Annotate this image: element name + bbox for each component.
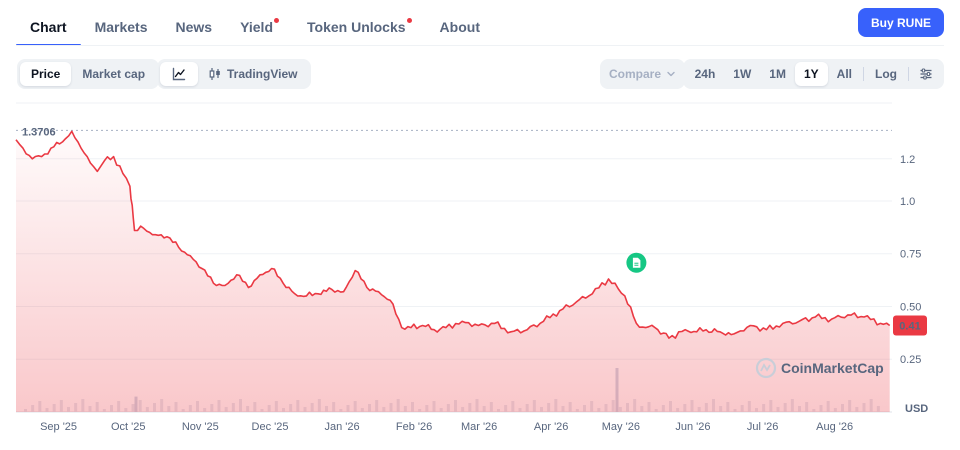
range-divider bbox=[863, 67, 864, 81]
x-tick-label: Sep '25 bbox=[40, 421, 77, 433]
price-area bbox=[16, 131, 890, 413]
x-tick-label: Feb '26 bbox=[396, 421, 432, 433]
time-range-selector: 24h 1W 1M 1Y All Log bbox=[682, 59, 944, 89]
chart-settings-button[interactable] bbox=[911, 62, 941, 86]
tab-token-unlocks[interactable]: Token Unlocks bbox=[293, 8, 426, 45]
current-price-tag bbox=[893, 315, 927, 336]
x-tick-label: Mar '26 bbox=[461, 421, 497, 433]
x-tick-label: Aug '26 bbox=[816, 421, 853, 433]
watermark-logo-icon bbox=[755, 357, 777, 379]
new-indicator-dot bbox=[274, 18, 279, 23]
chevron-down-icon bbox=[667, 71, 675, 77]
log-scale-toggle[interactable]: Log bbox=[875, 67, 897, 81]
main-tabs: Chart Markets News Yield Token Unlocks About bbox=[16, 8, 494, 46]
x-tick-label: Nov '25 bbox=[182, 421, 219, 433]
line-chart-option[interactable] bbox=[160, 62, 198, 86]
compare-label: Compare bbox=[608, 67, 661, 81]
range-24h[interactable]: 24h bbox=[694, 67, 716, 81]
tab-news[interactable]: News bbox=[161, 8, 226, 45]
line-chart-icon bbox=[172, 67, 186, 81]
y-tick-label: 0.50 bbox=[900, 301, 921, 313]
new-indicator-dot bbox=[406, 18, 412, 23]
x-tick-label: Apr '26 bbox=[534, 421, 569, 433]
x-tick-label: Jun '26 bbox=[675, 421, 710, 433]
price-option[interactable]: Price bbox=[20, 62, 72, 86]
tab-yield[interactable]: Yield bbox=[226, 8, 293, 45]
currency-label: USD bbox=[905, 403, 928, 415]
price-chart[interactable]: 1.3706 CoinMarketCap 1.2 1.0 0.75 0.50 0.25 USD… bbox=[0, 100, 960, 450]
candlestick-icon bbox=[209, 68, 220, 80]
watermark-wave bbox=[760, 363, 771, 372]
range-1y[interactable]: 1Y bbox=[794, 62, 828, 86]
range-all[interactable]: All bbox=[836, 67, 852, 81]
y-tick-label: 1.0 bbox=[900, 196, 915, 208]
market-cap-option[interactable]: Market cap bbox=[82, 67, 146, 81]
x-tick-label: Oct '25 bbox=[111, 421, 146, 433]
y-tick-label: 0.75 bbox=[900, 249, 921, 261]
tab-label: Chart bbox=[30, 18, 67, 35]
tab-label: Markets bbox=[94, 18, 148, 35]
tab-label: Token Unlocks bbox=[307, 18, 406, 35]
chart-type-toggle: Price Market cap bbox=[17, 59, 160, 89]
tab-label: Yield bbox=[240, 18, 273, 35]
current-price-label: 0.41 bbox=[899, 320, 920, 332]
tab-label: News bbox=[175, 18, 213, 35]
price-line bbox=[15, 130, 891, 339]
tradingview-option[interactable]: TradingView bbox=[198, 62, 308, 86]
x-tick-label: Jul '26 bbox=[747, 421, 778, 433]
tab-label: About bbox=[439, 18, 480, 35]
tab-chart[interactable]: Chart bbox=[16, 8, 81, 46]
tradingview-label: TradingView bbox=[227, 67, 298, 81]
tab-about[interactable]: About bbox=[426, 8, 494, 45]
watermark-text: CoinMarketCap bbox=[781, 360, 884, 376]
log-divider bbox=[908, 67, 909, 81]
x-tick-label: Dec '25 bbox=[252, 421, 289, 433]
chart-style-toggle: TradingView bbox=[157, 59, 312, 89]
document-icon bbox=[632, 257, 641, 268]
tab-markets[interactable]: Markets bbox=[81, 8, 162, 45]
high-price-label: 1.3706 bbox=[22, 126, 56, 138]
compare-dropdown[interactable]: Compare bbox=[600, 59, 685, 89]
range-1w[interactable]: 1W bbox=[733, 67, 752, 81]
x-tick-label: May '26 bbox=[602, 421, 640, 433]
y-tick-label: 1.2 bbox=[900, 154, 915, 166]
buy-button[interactable]: Buy RUNE bbox=[857, 8, 944, 37]
range-1m[interactable]: 1M bbox=[769, 67, 786, 81]
tabs-divider bbox=[16, 45, 944, 46]
x-tick-label: Jan '26 bbox=[324, 421, 359, 433]
y-tick-label: 0.25 bbox=[900, 354, 921, 366]
sliders-icon bbox=[920, 68, 932, 80]
